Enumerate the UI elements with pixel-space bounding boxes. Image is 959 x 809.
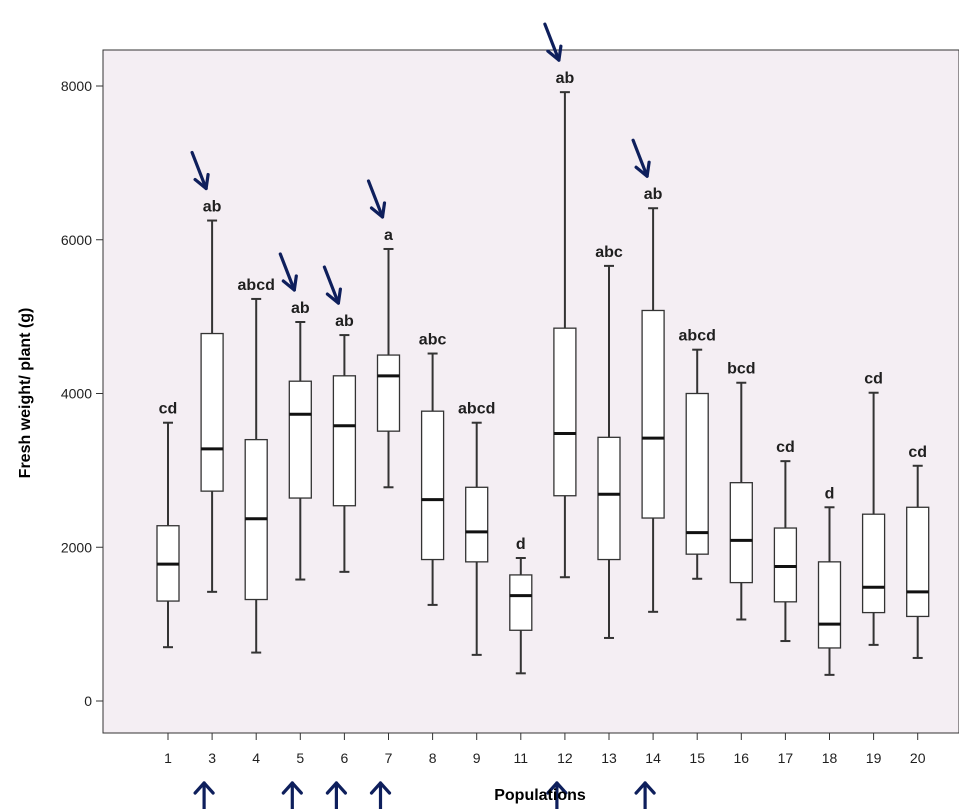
iqr-box — [641, 309, 665, 519]
group-letter-label: d — [825, 485, 835, 502]
box-group-8: abc — [419, 332, 447, 606]
x-tick-label: 16 — [734, 750, 750, 766]
group-letter-label: cd — [864, 371, 883, 388]
group-letter-label: ab — [556, 70, 575, 87]
x-axis-title: Populations — [494, 787, 586, 804]
box-group-13: abc — [595, 244, 623, 639]
group-letter-label: abcd — [679, 328, 716, 345]
iqr-box — [420, 410, 445, 561]
iqr-box — [553, 327, 577, 497]
box-group-6: ab — [332, 313, 357, 573]
box-group-20: cd — [906, 444, 930, 659]
y-tick-label: 0 — [84, 693, 92, 709]
box-group-7: a — [376, 227, 401, 489]
iqr-box — [861, 513, 886, 614]
x-tick-label: 11 — [514, 750, 529, 766]
down-arrow-icon — [278, 252, 298, 292]
iqr-box — [465, 486, 489, 563]
iqr-box — [597, 436, 621, 561]
down-arrow-icon — [543, 22, 563, 62]
x-tick-label: 8 — [429, 750, 437, 766]
x-tick-label: 3 — [208, 750, 216, 766]
x-tick-label: 4 — [252, 750, 260, 766]
group-letter-label: abcd — [238, 277, 275, 294]
x-tick-label: 5 — [296, 750, 304, 766]
down-arrow-icon — [631, 138, 651, 178]
box-group-14: ab — [641, 186, 665, 613]
boxes-layer: cdababcdababaabcabcddababcababcdbcdcddcd… — [156, 70, 930, 676]
iqr-box — [729, 482, 753, 584]
x-tick-label: 20 — [910, 750, 926, 766]
y-tick-label: 6000 — [61, 232, 92, 248]
y-tick-label: 4000 — [61, 386, 92, 402]
iqr-box — [773, 527, 798, 603]
down-arrow-icon — [366, 179, 387, 219]
group-letter-label: bcd — [727, 361, 755, 378]
x-tick-label: 9 — [473, 750, 481, 766]
arrows-layer — [190, 22, 656, 809]
box-group-19: cd — [861, 371, 886, 646]
up-arrow-icon — [369, 781, 392, 809]
down-arrow-icon — [190, 150, 210, 191]
group-letter-label: abcd — [458, 401, 495, 418]
box-group-3: ab — [200, 199, 224, 593]
iqr-box — [376, 354, 401, 432]
box-group-17: cd — [773, 439, 798, 643]
group-letter-label: cd — [159, 401, 178, 418]
y-tick-label: 8000 — [61, 78, 92, 94]
x-tick-label: 13 — [601, 750, 617, 766]
group-letter-label: cd — [908, 444, 927, 461]
x-tick-label: 19 — [866, 750, 882, 766]
group-letter-label: ab — [335, 313, 354, 330]
iqr-box — [685, 392, 709, 555]
iqr-box — [906, 506, 930, 618]
group-letter-label: ab — [644, 186, 663, 203]
x-axis: 1 3 4 5 6 7 8 9 11 12 13 14 15 16 17 18 19 20 — [164, 733, 926, 766]
y-axis: 0 2000 4000 6000 8000 — [61, 78, 103, 709]
up-arrow-icon — [634, 781, 656, 809]
x-tick-label: 15 — [689, 750, 705, 766]
iqr-box — [288, 380, 312, 499]
box-group-18: d — [817, 485, 842, 676]
box-group-12: ab — [553, 70, 577, 579]
x-tick-label: 1 — [164, 750, 172, 766]
group-letter-label: abc — [595, 244, 623, 261]
x-tick-label: 14 — [645, 750, 661, 766]
x-tick-label: 6 — [341, 750, 349, 766]
down-arrow-icon — [322, 265, 342, 305]
box-group-1: cd — [156, 401, 180, 649]
iqr-box — [817, 561, 842, 649]
group-letter-label: d — [516, 536, 526, 553]
box-group-15: abcd — [679, 328, 716, 580]
group-letter-label: ab — [291, 300, 310, 317]
up-arrow-icon — [325, 781, 347, 809]
x-tick-label: 12 — [557, 750, 573, 766]
up-arrow-icon — [546, 781, 568, 809]
group-letter-label: a — [384, 227, 393, 244]
group-letter-label: abc — [419, 332, 447, 349]
box-group-11: d — [509, 536, 533, 675]
y-axis-title: Fresh weight/ plant (g) — [17, 308, 34, 479]
box-group-5: ab — [288, 300, 312, 581]
group-letter-label: ab — [203, 199, 222, 216]
x-tick-label: 7 — [385, 750, 393, 766]
x-tick-label: 17 — [778, 750, 794, 766]
iqr-box — [200, 332, 224, 492]
up-arrow-icon — [193, 781, 215, 809]
x-tick-label: 18 — [822, 750, 838, 766]
box-group-4: abcd — [238, 277, 275, 654]
iqr-box — [509, 574, 533, 631]
y-tick-label: 2000 — [61, 539, 92, 555]
iqr-box — [332, 375, 357, 507]
box-group-16: bcd — [727, 361, 756, 621]
group-letter-label: cd — [776, 439, 795, 456]
box-group-9: abcd — [458, 401, 495, 656]
up-arrow-icon — [281, 781, 303, 809]
